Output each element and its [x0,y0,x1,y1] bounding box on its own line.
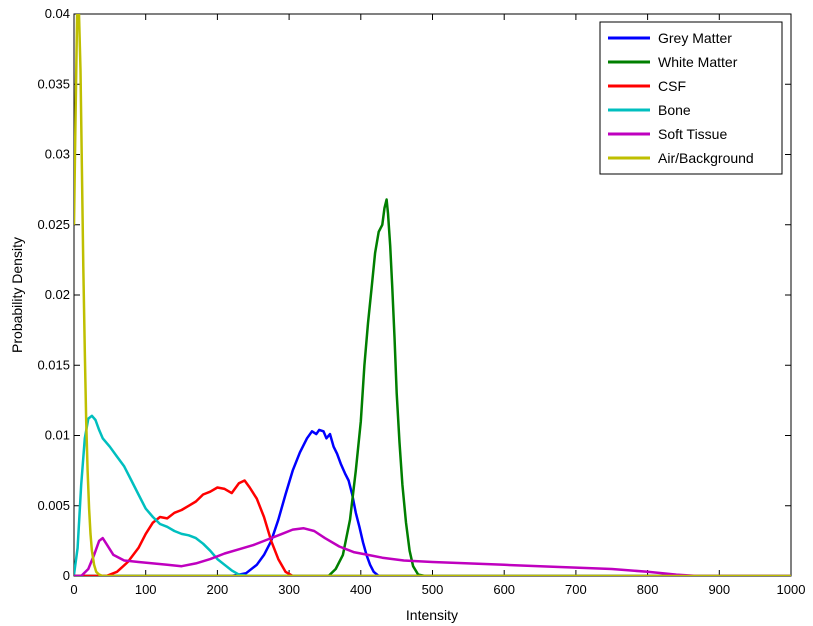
x-axis: 0 100 200 300 400 500 600 700 800 900 1000 [70,14,805,597]
x-tick-label: 500 [422,582,444,597]
x-tick-label: 700 [565,582,587,597]
legend: Grey Matter White Matter CSF Bone Soft Tissu… [599,21,783,175]
legend-label: Soft Tissue [658,126,727,142]
x-tick-label: 300 [278,582,300,597]
y-tick-label: 0.015 [37,357,70,372]
y-tick-label: 0.01 [45,428,70,443]
y-tick-label: 0.025 [37,217,70,232]
series-line-4 [74,526,791,576]
legend-label: Air/Background [658,150,754,166]
series-line-5 [74,14,791,576]
series-line-3 [74,414,791,576]
x-tick-label: 1000 [777,582,806,597]
y-tick-label: 0.02 [45,287,70,302]
y-axis: 0 0.005 0.01 0.015 0.02 0.025 0.03 0.035 0.04 [37,6,791,583]
legend-label: CSF [658,78,686,94]
x-tick-label: 100 [135,582,157,597]
series-line-2 [74,479,791,576]
legend-box [599,21,783,175]
series-layer [74,14,791,576]
x-tick-label: 0 [70,582,77,597]
y-tick-label: 0.035 [37,76,70,91]
x-tick-label: 600 [493,582,515,597]
y-tick-label: 0.03 [45,147,70,162]
x-tick-label: 900 [708,582,730,597]
series-line-1 [74,198,791,576]
x-axis-label: Intensity [406,607,458,623]
y-tick-label: 0.005 [37,498,70,513]
legend-label: Bone [658,102,691,118]
y-tick-label: 0 [63,568,70,583]
x-tick-label: 800 [637,582,659,597]
x-tick-label: 200 [207,582,229,597]
x-tick-label: 400 [350,582,372,597]
y-axis-label: Probability Density [9,237,25,353]
legend-label: White Matter [658,54,738,70]
legend-label: Grey Matter [658,30,732,46]
y-tick-label: 0.04 [45,6,70,21]
